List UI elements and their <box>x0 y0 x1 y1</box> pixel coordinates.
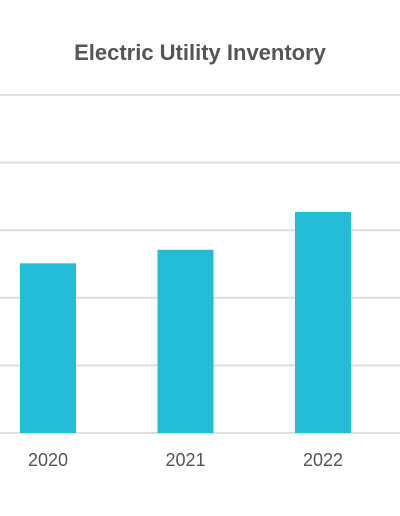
bar <box>295 211 351 433</box>
x-tick-label: 2020 <box>28 450 68 470</box>
bar <box>20 263 76 433</box>
bar <box>157 249 214 433</box>
x-tick-label: 2022 <box>303 450 343 470</box>
chart-title: Electric Utility Inventory <box>74 40 327 65</box>
x-tick-label: 2021 <box>165 450 205 470</box>
